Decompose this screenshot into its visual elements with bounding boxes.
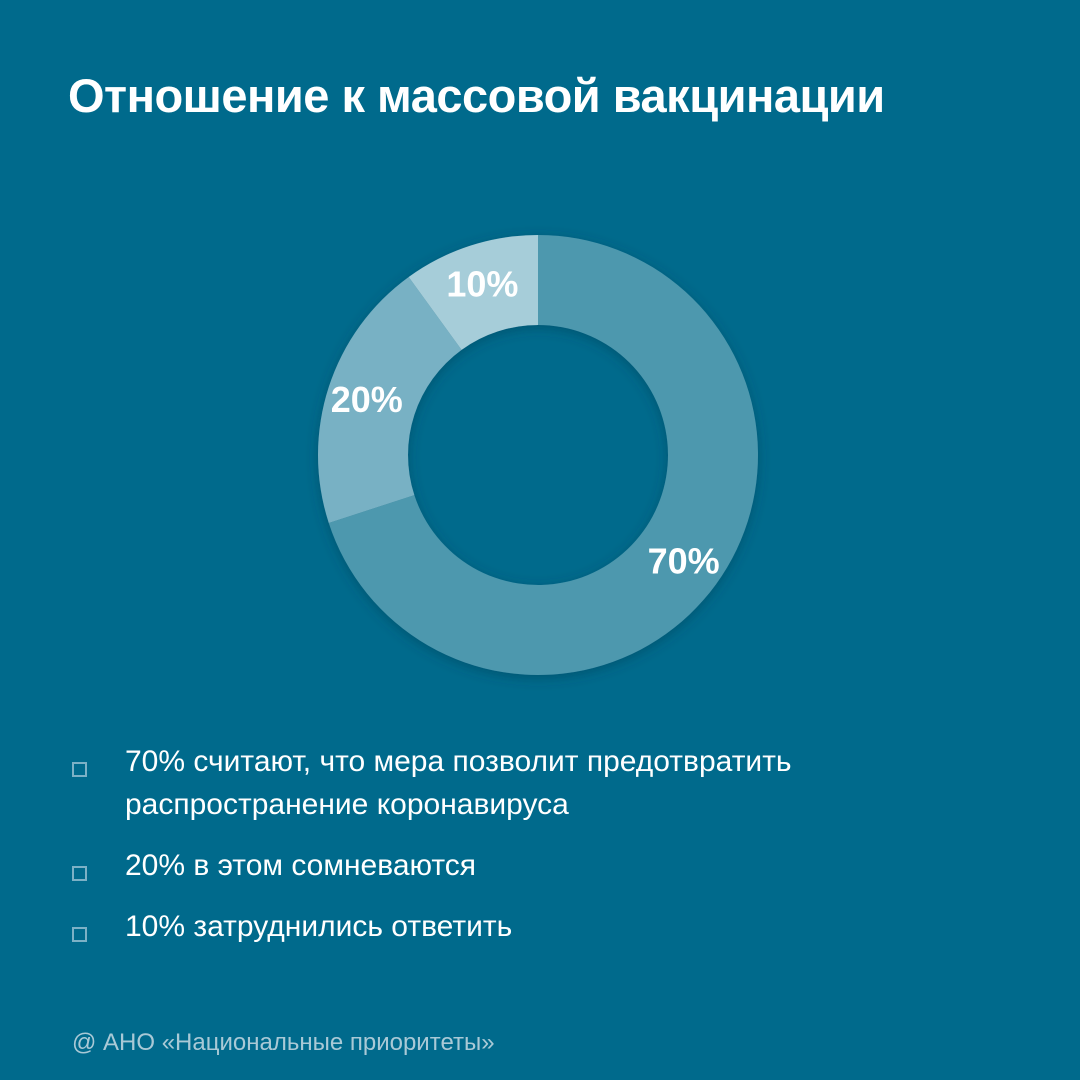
legend: 70% считают, что мера позволит предотвра… (72, 740, 972, 966)
slice-label: 70% (648, 540, 720, 581)
legend-label: 20% в этом сомневаются (125, 849, 477, 882)
legend-label: 70% считают, что мера позволит предотвра… (125, 745, 792, 821)
donut-slice (408, 235, 538, 350)
legend-item: 20% в этом сомневаются (72, 844, 972, 887)
footer-credit: @ АНО «Национальные приоритеты» (72, 1029, 495, 1056)
legend-marker (72, 866, 87, 881)
legend-label: 10% затруднились ответить (125, 910, 513, 943)
chart-title: Отношение к массовой вакцинации (68, 69, 885, 122)
donut-slice (328, 235, 758, 675)
slice-label: 20% (331, 379, 403, 420)
legend-marker (72, 927, 87, 942)
donut-slice (317, 277, 462, 523)
legend-marker (72, 762, 87, 777)
slice-label: 10% (446, 263, 518, 304)
legend-item: 10% затруднились ответить (72, 905, 972, 948)
legend-item: 70% считают, что мера позволит предотвра… (72, 740, 972, 826)
